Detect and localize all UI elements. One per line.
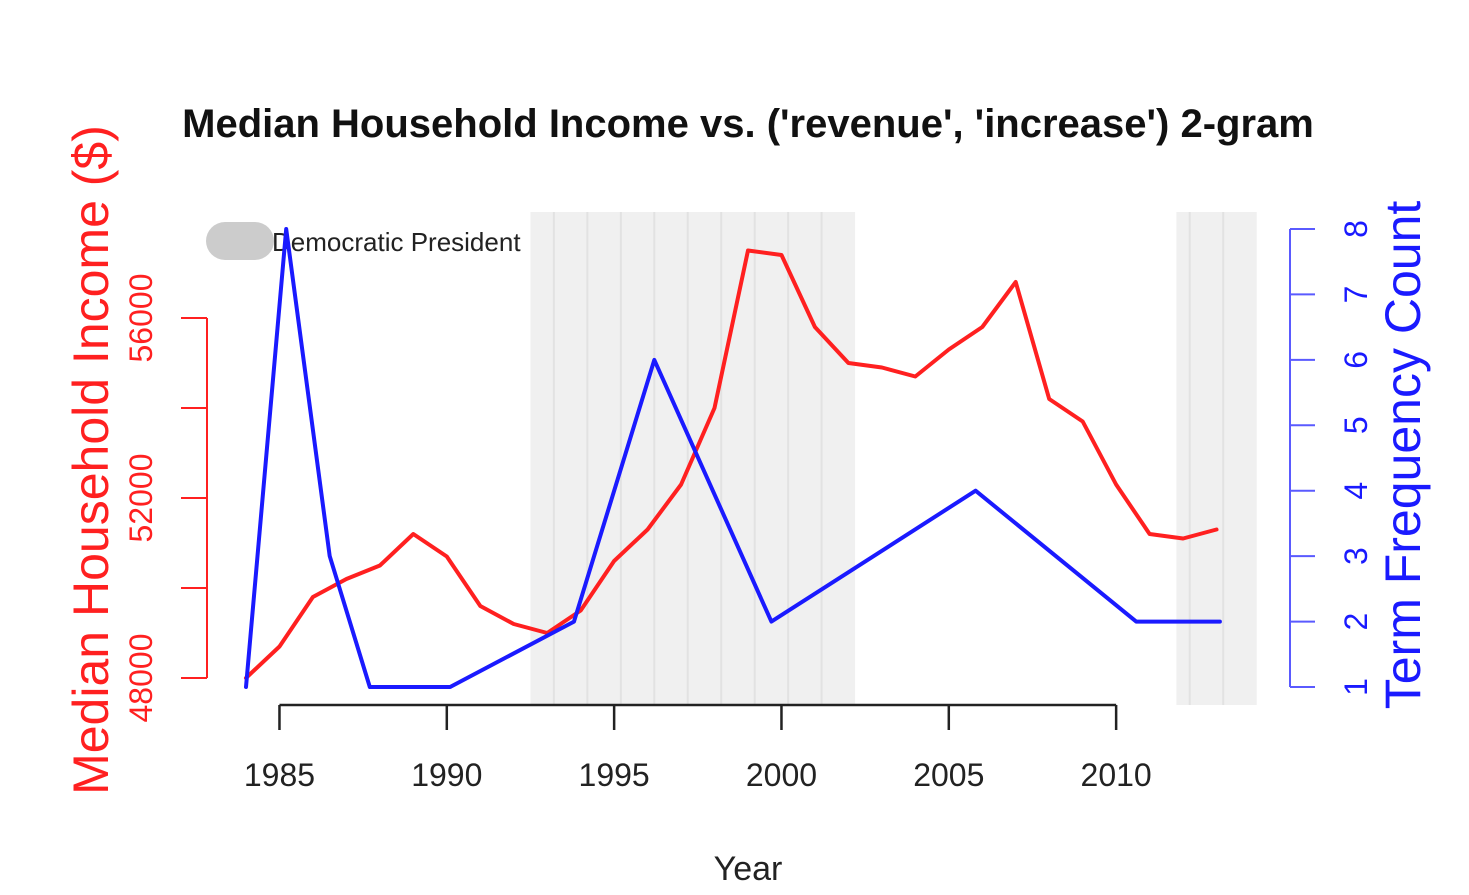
y-right-axis-title: Term Frequency Count (1375, 201, 1431, 710)
president-shading-layer (530, 212, 1257, 705)
y-right-tick-label: 1 (1338, 678, 1374, 696)
y-left-tick-label: 56000 (123, 274, 159, 363)
x-tick-label: 2000 (746, 757, 817, 793)
x-tick-label: 1985 (244, 757, 315, 793)
legend-label: Democratic President (272, 227, 521, 257)
chart-title: Median Household Income vs. ('revenue', … (182, 102, 1314, 146)
y-right-tick-label: 8 (1338, 220, 1374, 238)
y-right-tick-label: 2 (1338, 613, 1374, 631)
term-frequency-line (244, 227, 1222, 689)
y-right-tick-label: 3 (1338, 547, 1374, 565)
x-tick-label: 2005 (913, 757, 984, 793)
x-tick-label: 2010 (1081, 757, 1152, 793)
shaded-period-1 (1176, 212, 1257, 705)
x-tick-label: 1990 (411, 757, 482, 793)
y-left-tick-label: 52000 (123, 454, 159, 543)
legend-swatch (206, 222, 274, 260)
legend: Democratic President (206, 222, 521, 260)
y-right-tick-label: 4 (1338, 482, 1374, 500)
x-tick-label: 1995 (579, 757, 650, 793)
y-right-tick-label: 6 (1338, 351, 1374, 369)
series-layer (244, 227, 1222, 689)
y-left-axis: 48000 52000 56000 (123, 274, 208, 723)
y-right-axis: 1 2 3 4 5 6 7 8 (1289, 220, 1374, 696)
y-left-axis-title: Median Household Income ($) (63, 125, 119, 795)
y-right-tick-label: 7 (1338, 286, 1374, 304)
median-income-line (244, 248, 1219, 680)
y-left-tick-label: 48000 (123, 634, 159, 723)
y-right-tick-label: 5 (1338, 416, 1374, 434)
shading-gridlines (552, 212, 1225, 705)
x-axis-title: Year (714, 850, 783, 888)
x-axis: 1985 1990 1995 2000 2005 2010 (244, 703, 1152, 793)
